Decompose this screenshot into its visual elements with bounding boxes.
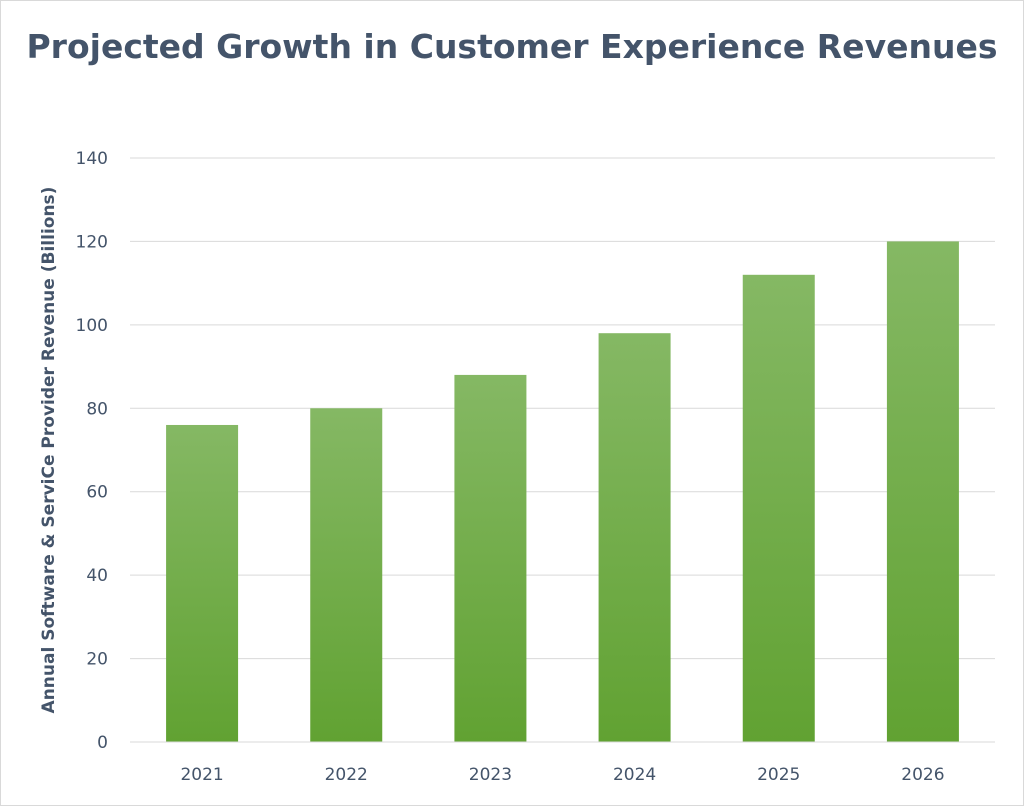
y-tick-label: 100: [76, 316, 108, 336]
y-tick-label: 40: [86, 566, 108, 586]
y-tick-label: 0: [97, 733, 108, 753]
y-tick-label: 80: [86, 399, 108, 419]
y-tick-label: 140: [76, 149, 108, 169]
chart-title: Projected Growth in Customer Experience …: [26, 27, 998, 66]
x-tick-label: 2025: [757, 765, 800, 785]
x-tick-label: 2021: [180, 765, 223, 785]
y-tick-label: 20: [86, 650, 108, 670]
x-tick-label: 2023: [469, 765, 512, 785]
bar-2026: [886, 241, 959, 742]
bar-2023: [454, 374, 527, 742]
bar-2025: [742, 274, 815, 742]
bar-2024: [598, 333, 671, 742]
bar-2021: [166, 424, 239, 742]
x-tick-label: 2024: [613, 765, 656, 785]
x-tick-label: 2022: [325, 765, 368, 785]
y-tick-label: 120: [76, 232, 108, 252]
bar-2022: [310, 408, 383, 742]
y-tick-label: 60: [86, 483, 108, 503]
x-tick-label: 2026: [901, 765, 944, 785]
